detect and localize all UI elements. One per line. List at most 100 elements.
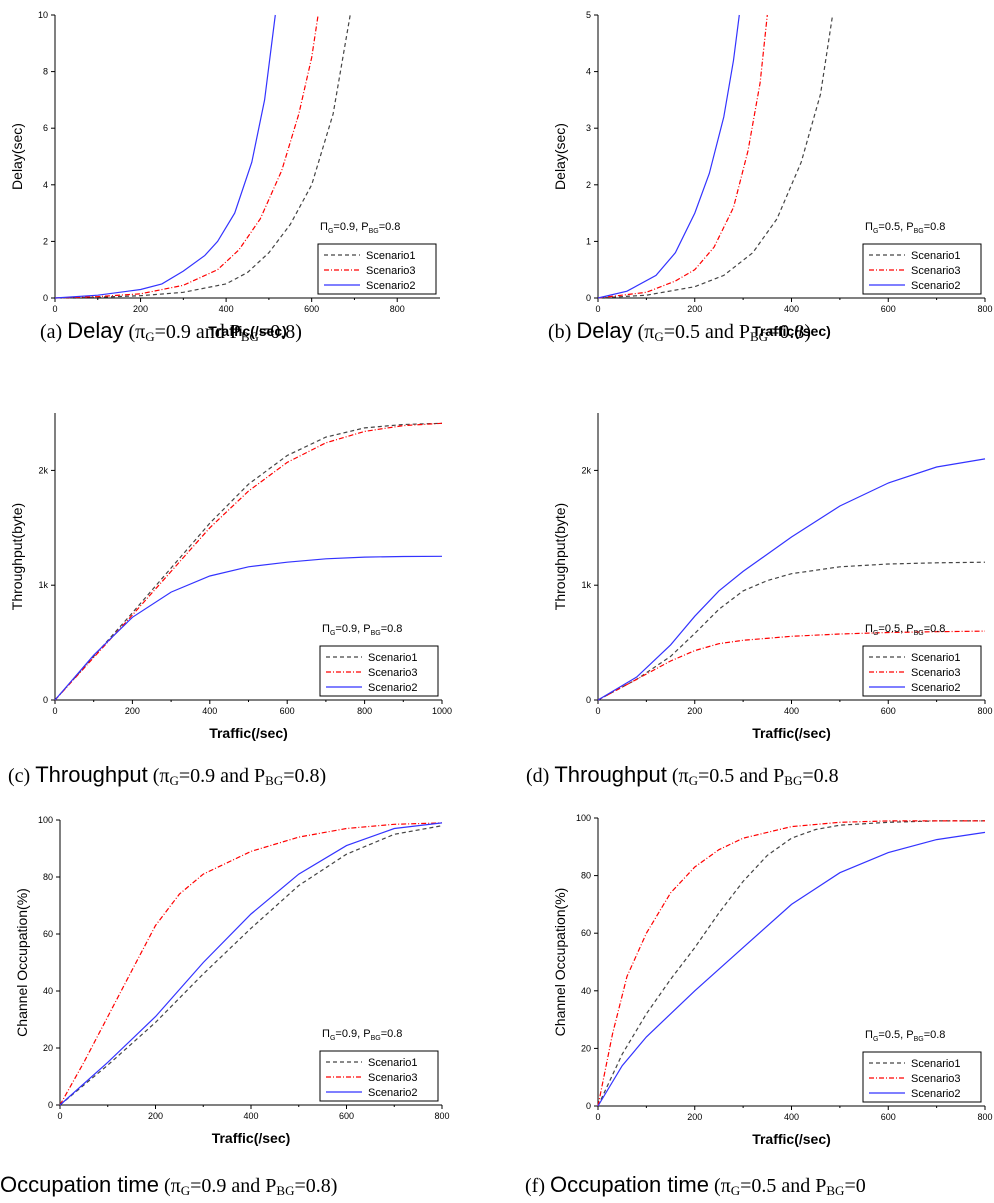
legend-entry: Scenario2 [911,280,961,292]
chart-panel-e: 0 200 400 600 800 0 20 40 60 80 100 Traffic(/sec) Ch… [14,815,450,1146]
legend-entry: Scenario1 [911,1058,961,1070]
x-tick-label: 600 [881,706,896,716]
x-tick-label: 600 [304,304,319,314]
y-tick-label: 20 [43,1043,53,1053]
y-tick-label: 0 [586,293,591,303]
series-line-scenario3 [54,14,319,299]
series-line-scenario1 [59,825,443,1106]
legend-entry: Scenario2 [911,682,961,694]
y-tick-label: 0 [43,293,48,303]
chart-panel-a: 0 200 400 600 800 0 2 4 6 8 10 Traffic(/sec) Delay(s… [9,10,440,339]
chart-panel-f: 0 200 400 600 800 0 20 40 60 80 100 Traffic(/sec) Ch… [552,813,993,1147]
x-tick-label: 400 [784,706,799,716]
x-tick-label: 0 [595,706,600,716]
y-tick-label: 100 [38,815,53,825]
chart-panel-b: 0 200 400 600 800 0 1 2 3 4 5 Traffic(/sec) Delay(se… [552,10,993,339]
y-tick-label: 1 [586,236,591,246]
x-tick-label: 800 [977,1112,992,1122]
x-tick-label: 200 [148,1111,163,1121]
legend-entry: Scenario1 [911,250,961,262]
x-tick-label: 800 [434,1111,449,1121]
legend-box [319,645,439,697]
series-line-scenario1 [597,14,834,299]
caption-e: Occupation time (πG=0.9 and PBG=0.8) [0,1172,338,1198]
caption-b: (b) Delay (πG=0.5 and PBG=0.8) [548,318,812,344]
legend-entry: Scenario2 [368,1087,418,1099]
x-tick-label: 600 [339,1111,354,1121]
legend-entry: Scenario3 [366,265,416,277]
chart-panel-c: 0 200 400 600 800 1000 0 1k 2k Traffic(/sec) Throu… [9,413,452,741]
x-axis-label: Traffic(/sec) [752,1131,831,1147]
y-tick-label: 100 [576,813,591,823]
x-tick-label: 400 [784,1112,799,1122]
x-tick-label: 400 [219,304,234,314]
y-tick-label: 40 [43,986,53,996]
y-axis-label: Throughput(byte) [552,503,568,610]
legend-box [862,645,982,697]
x-tick-label: 200 [687,1112,702,1122]
legend-entry: Scenario3 [368,1072,418,1084]
legend-box [862,243,982,295]
series-line-scenario2 [597,831,986,1107]
x-tick-label: 0 [52,304,57,314]
legend-entry: Scenario2 [366,280,416,292]
series-line-scenario2 [597,458,986,701]
legend-entry: Scenario1 [911,652,961,664]
legend-entry: Scenario2 [368,682,418,694]
x-tick-label: 0 [595,304,600,314]
series-line-scenario1 [54,14,351,299]
y-tick-label: 6 [43,123,48,133]
parameter-annotation: ΠG=0.9, PBG=0.8 [322,623,402,637]
y-tick-label: 8 [43,67,48,77]
chart-panel-d: 0 200 400 600 800 0 1k 2k Traffic(/sec) Throughpu… [552,413,993,741]
x-tick-label: 800 [977,706,992,716]
x-axis-label: Traffic(/sec) [752,725,831,741]
y-tick-label: 1k [581,580,591,590]
caption-c: (c) Throughput (πG=0.9 and PBG=0.8) [8,762,327,788]
x-tick-label: 200 [687,304,702,314]
y-tick-label: 0 [586,695,591,705]
parameter-annotation: ΠG=0.5, PBG=0.8 [865,623,945,637]
y-tick-label: 0 [586,1101,591,1111]
caption-f: (f) Occupation time (πG=0.5 and PBG=0 [525,1172,866,1198]
legend-entry: Scenario3 [911,667,961,679]
x-tick-label: 1000 [432,706,452,716]
x-tick-label: 0 [57,1111,62,1121]
series-line-scenario2 [54,555,443,701]
x-axis-label: Traffic(/sec) [208,323,287,339]
legend-entry: Scenario3 [911,1073,961,1085]
y-axis-label: Delay(sec) [552,123,568,190]
parameter-annotation: ΠG=0.5, PBG=0.8 [865,221,945,235]
y-tick-label: 2 [586,180,591,190]
legend-entry: Scenario1 [368,1057,418,1069]
legend-box [319,1050,439,1102]
parameter-annotation: ΠG=0.9, PBG=0.8 [322,1028,402,1042]
y-tick-label: 4 [43,180,48,190]
y-tick-label: 0 [48,1100,53,1110]
y-axis-label: Throughput(byte) [9,503,25,610]
y-tick-label: 20 [581,1043,591,1053]
x-tick-label: 200 [687,706,702,716]
x-tick-label: 200 [133,304,148,314]
y-tick-label: 3 [586,123,591,133]
y-tick-label: 5 [586,10,591,20]
x-tick-label: 800 [357,706,372,716]
y-tick-label: 2k [581,465,591,475]
x-tick-label: 600 [881,1112,896,1122]
parameter-annotation: ΠG=0.9, PBG=0.8 [320,221,400,235]
x-tick-label: 400 [202,706,217,716]
y-axis-label: Channel Occupation(%) [552,888,568,1037]
y-tick-label: 4 [586,67,591,77]
caption-d: (d) Throughput (πG=0.5 and PBG=0.8 [526,762,839,788]
legend-entry: Scenario3 [368,667,418,679]
x-tick-label: 200 [125,706,140,716]
legend-entry: Scenario3 [911,265,961,277]
caption-a: (a) Delay (πG=0.9 and PBG=0.8) [40,318,302,344]
y-tick-label: 60 [581,928,591,938]
legend-entry: Scenario2 [911,1088,961,1100]
legend-entry: Scenario1 [368,652,418,664]
x-tick-label: 600 [280,706,295,716]
x-axis-label: Traffic(/sec) [212,1130,291,1146]
x-tick-label: 0 [595,1112,600,1122]
